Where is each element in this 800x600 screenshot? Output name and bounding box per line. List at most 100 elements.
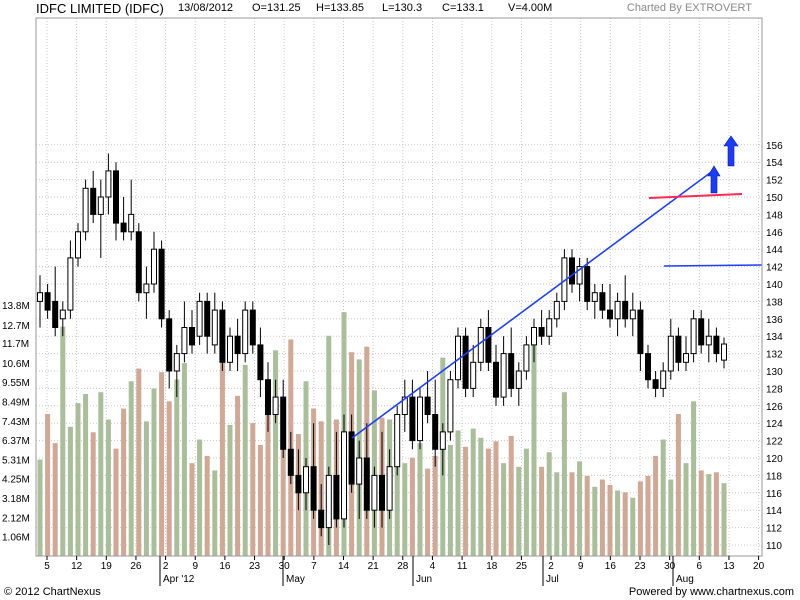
date-tick-label: 9 (578, 561, 584, 572)
price-tick-label: 136 (766, 315, 783, 326)
volume-bar (37, 459, 43, 556)
price-tick-label: 116 (766, 489, 782, 500)
candle-body (523, 344, 530, 372)
candle-body (675, 335, 682, 363)
volume-bar (721, 483, 727, 556)
date-tick-label: 30 (279, 561, 291, 572)
candle-body (325, 474, 332, 529)
volume-bar (417, 443, 423, 556)
volume-tick-label: 5.31M (2, 455, 30, 466)
volume-bar (159, 372, 165, 556)
month-label: May (286, 574, 305, 585)
support-line (663, 264, 763, 267)
volume-tick-label: 2.12M (2, 513, 30, 524)
candle-body (341, 431, 347, 520)
candle-body (44, 292, 51, 311)
candle-body (219, 309, 226, 363)
plot-frame (35, 17, 763, 557)
volume-tick-label: 12.7M (2, 321, 30, 332)
volume-bar (235, 395, 241, 556)
volume-bar (189, 463, 195, 556)
candle-body (363, 457, 370, 511)
volume-bar (174, 379, 180, 556)
price-tick-label: 124 (766, 419, 783, 430)
candle-body (257, 344, 264, 381)
volume-bar (105, 419, 111, 556)
candle-body (599, 292, 606, 311)
candle-body (151, 248, 157, 285)
candle-body (211, 309, 218, 346)
candle-body (67, 257, 74, 311)
date-tick-label: 18 (486, 561, 498, 572)
date-tick-label: 16 (219, 561, 231, 572)
volume-bar (447, 444, 453, 556)
volume-bar (531, 344, 537, 556)
volume-bar (561, 392, 567, 556)
volume-bar (227, 424, 233, 556)
candle-body (637, 309, 644, 355)
volume-bar (219, 359, 225, 556)
upside-arrow (707, 165, 721, 194)
candle-body (59, 309, 66, 320)
volume-bar (577, 461, 583, 556)
close-price: C=133.1 (442, 2, 484, 14)
support-trendline (351, 169, 715, 439)
candle-body (409, 396, 416, 442)
volume-bar (394, 450, 400, 556)
candle-body (356, 457, 363, 485)
powered-by-link[interactable]: Powered by www.chartnexus.com (628, 586, 794, 598)
price-tick-label: 130 (766, 367, 783, 378)
volume-bar (698, 470, 704, 556)
volume-tick-label: 7.43M (2, 417, 30, 428)
date-tick-label: 25 (516, 561, 528, 572)
price-tick-label: 150 (766, 193, 783, 204)
high-price: H=133.85 (316, 2, 365, 14)
volume-bar (265, 384, 271, 556)
quote-date: 13/08/2012 (178, 2, 234, 14)
date-axis: 5 12 19 26 2 9 16 23 30 7 14 21 28 4 11 18 25 2 9 16 23 30 6 13… (44, 556, 765, 572)
date-tick-label: 23 (634, 561, 646, 572)
price-tick-label: 142 (766, 263, 783, 274)
candle-body (690, 318, 697, 355)
volume-bar (683, 463, 689, 556)
candle-body (439, 431, 446, 450)
volume-bar (83, 394, 89, 556)
price-tick-label: 156 (766, 141, 783, 152)
volume-bar (409, 457, 415, 556)
date-tick-label: 14 (338, 561, 350, 572)
month-label: Apr '12 (163, 574, 195, 585)
price-candles (37, 153, 727, 545)
candle-body (166, 318, 173, 372)
candle-body (493, 361, 499, 398)
candle-body (546, 318, 553, 337)
price-tick-label: 114 (766, 506, 782, 517)
price-tick-label: 122 (766, 437, 783, 448)
volume-bar (546, 452, 552, 556)
candle-body (143, 283, 150, 294)
volume-bar (607, 485, 613, 556)
price-tick-label: 154 (766, 158, 783, 169)
candle-body (280, 396, 287, 450)
volume-bar (402, 463, 408, 556)
candle-body (82, 187, 89, 233)
candle-body (629, 309, 636, 320)
candle-body (249, 309, 256, 346)
volume-bar (478, 437, 484, 556)
price-axis: 110 112 114 116 118 120 122 124 126 128 130 132 134 1… (766, 141, 783, 552)
candle-body (105, 170, 112, 198)
candle-body (470, 361, 477, 389)
date-tick-label: 20 (753, 561, 765, 572)
open-price: O=131.25 (252, 2, 301, 14)
volume-bar (60, 326, 66, 556)
month-axis: Apr '12 May Jun Jul Aug (159, 556, 694, 586)
volume-tick-label: 10.6M (2, 359, 30, 370)
candle-body (265, 379, 271, 416)
price-tick-label: 132 (766, 350, 783, 361)
candle-body (515, 370, 522, 389)
volume-bar (45, 414, 51, 556)
low-price: L=130.3 (382, 2, 423, 14)
volume-bar (599, 479, 605, 556)
volume-bar (706, 474, 712, 556)
candle-body (158, 248, 165, 320)
volume-bar (113, 448, 119, 556)
